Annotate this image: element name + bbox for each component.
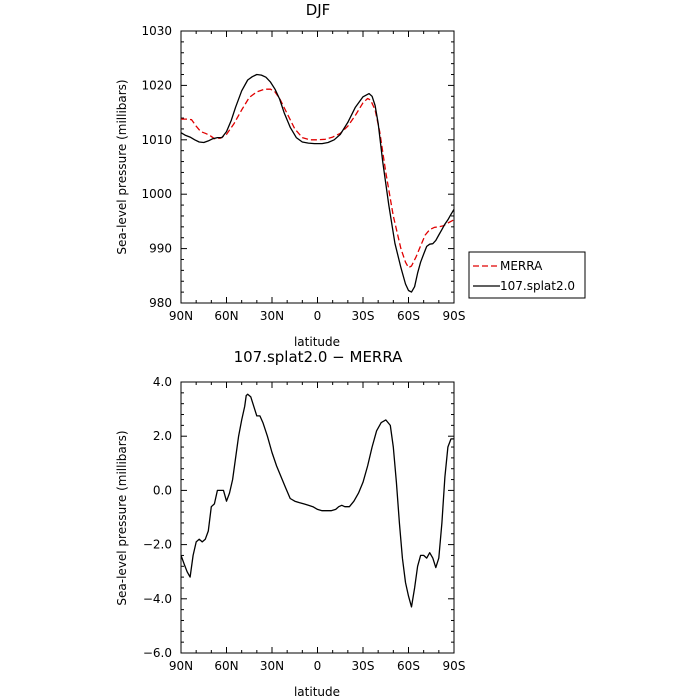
y-tick-label: 4.0 xyxy=(153,375,172,389)
x-tick-label: 30S xyxy=(352,659,375,673)
y-tick-label: 0.0 xyxy=(153,483,172,497)
y-tick-label: 1020 xyxy=(141,78,172,92)
x-tick-label: 30S xyxy=(352,309,375,323)
plot-frame xyxy=(180,381,455,654)
y-tick-label: −6.0 xyxy=(143,646,172,660)
legend: MERRA 107.splat2.0 xyxy=(468,251,586,299)
top-x-axis-label: latitude xyxy=(294,335,340,349)
bottom-x-axis-label: latitude xyxy=(294,685,340,699)
x-tick-label: 60N xyxy=(214,659,238,673)
x-tick-label: 90N xyxy=(169,659,193,673)
top-y-axis-label: Sea-level pressure (millibars) xyxy=(115,79,129,254)
series-line-107-splat2-0 xyxy=(180,73,455,293)
x-tick-label: 30N xyxy=(260,659,284,673)
x-tick-label: 60N xyxy=(214,309,238,323)
bottom-y-axis-label: Sea-level pressure (millibars) xyxy=(115,430,129,605)
top-panel-title: DJF xyxy=(306,1,331,19)
y-tick-label: 990 xyxy=(149,242,172,256)
y-tick-label: 1000 xyxy=(141,187,172,201)
legend-label-splat: 107.splat2.0 xyxy=(500,279,575,293)
y-tick-label: 980 xyxy=(149,296,172,310)
x-tick-label: 0 xyxy=(314,659,322,673)
series-line-difference xyxy=(180,393,454,608)
x-tick-label: 60S xyxy=(397,659,420,673)
series-line-merra xyxy=(181,88,455,269)
y-tick-label: −2.0 xyxy=(143,538,172,552)
x-tick-label: 90S xyxy=(443,659,466,673)
y-tick-label: 2.0 xyxy=(153,429,172,443)
x-tick-label: 60S xyxy=(397,309,420,323)
top-plot-area: 90N 60N 30N 0 30S 60S 90S 980 990 1000 1010 1020 103… xyxy=(141,24,465,323)
y-tick-label: 1030 xyxy=(141,24,172,38)
plot-frame xyxy=(180,30,455,304)
legend-label-merra: MERRA xyxy=(500,259,543,273)
bottom-panel-title: 107.splat2.0 − MERRA xyxy=(234,348,404,366)
y-tick-label: −4.0 xyxy=(143,592,172,606)
legend-box xyxy=(468,251,586,299)
x-tick-label: 0 xyxy=(314,309,322,323)
top-panel: DJF 90N 60N 30N 0 30S 60S 90S 980 990 1000 1010 102… xyxy=(115,1,586,349)
bottom-plot-area: 90N 60N 30N 0 30S 60S 90S −6.0 −4.0 −2.0 0.0 2.0 4.0 xyxy=(143,375,466,673)
x-tick-label: 90N xyxy=(169,309,193,323)
x-tick-label: 30N xyxy=(260,309,284,323)
bottom-panel: 107.splat2.0 − MERRA 90N 60N 30N 0 30S 60S 90S… xyxy=(115,348,465,699)
x-tick-label: 90S xyxy=(443,309,466,323)
y-tick-label: 1010 xyxy=(141,133,172,147)
